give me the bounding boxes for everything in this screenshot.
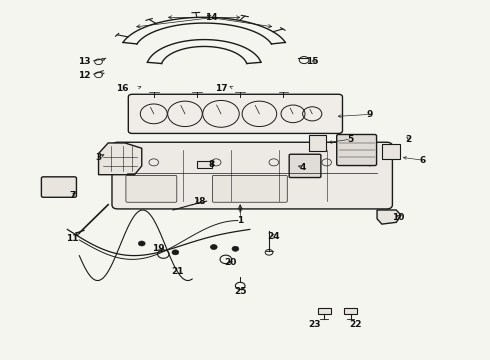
Bar [197, 161, 212, 168]
Text: 4: 4 [299, 163, 306, 172]
Text: 12: 12 [78, 71, 90, 80]
Text: 25: 25 [234, 287, 246, 296]
Polygon shape [98, 143, 142, 175]
Text: 19: 19 [152, 244, 165, 253]
Bar [318, 308, 331, 314]
Text: 15: 15 [306, 57, 318, 66]
Bar [344, 308, 357, 314]
FancyBboxPatch shape [41, 177, 76, 197]
Circle shape [172, 250, 179, 255]
Bar [309, 135, 326, 151]
Circle shape [232, 246, 239, 251]
Text: 23: 23 [308, 320, 321, 329]
Text: 11: 11 [66, 234, 78, 243]
Text: 21: 21 [172, 267, 184, 276]
Text: 7: 7 [69, 192, 75, 201]
Text: 1: 1 [237, 216, 244, 225]
FancyBboxPatch shape [128, 94, 343, 134]
Text: 13: 13 [78, 57, 90, 66]
Bar [382, 144, 400, 159]
FancyBboxPatch shape [112, 142, 392, 209]
Text: 9: 9 [367, 110, 373, 119]
Text: 6: 6 [419, 156, 426, 165]
FancyBboxPatch shape [289, 154, 321, 177]
Text: 22: 22 [349, 320, 362, 329]
Circle shape [138, 241, 145, 246]
Text: 5: 5 [347, 135, 354, 144]
Text: 3: 3 [96, 153, 101, 162]
Text: 8: 8 [208, 159, 215, 168]
FancyBboxPatch shape [126, 175, 177, 202]
Text: 16: 16 [116, 84, 129, 93]
Circle shape [210, 244, 217, 249]
Text: 20: 20 [224, 258, 237, 267]
Text: 2: 2 [405, 135, 412, 144]
Polygon shape [377, 210, 401, 224]
Text: 24: 24 [268, 232, 280, 241]
Text: 17: 17 [215, 84, 227, 93]
Text: 10: 10 [392, 212, 405, 221]
FancyBboxPatch shape [337, 135, 377, 166]
Text: 18: 18 [193, 197, 206, 206]
Text: 14: 14 [205, 13, 218, 22]
FancyBboxPatch shape [212, 175, 287, 202]
